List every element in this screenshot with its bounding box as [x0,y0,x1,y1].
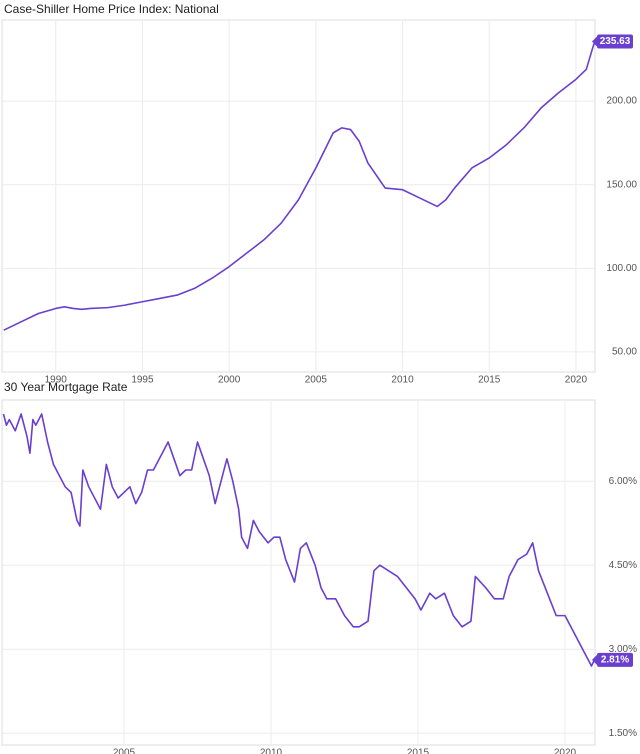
chart-title: 30 Year Mortgage Rate [4,380,128,394]
x-tick-label: 2005 [113,748,136,754]
x-tick-label: 2020 [565,375,588,386]
y-tick-label: 150.00 [606,179,637,190]
y-tick-label: 4.50% [609,560,637,571]
line-series [2,413,596,667]
x-tick-label: 2005 [305,375,328,386]
x-tick-label: 2020 [554,748,577,754]
last-value-label: 2.81% [601,655,629,666]
chart-title: Case-Shiller Home Price Index: National [4,2,219,16]
plot-frame [1,19,596,373]
y-tick-label: 1.50% [609,728,637,739]
y-tick-label: 6.00% [609,476,637,487]
x-tick-label: 2000 [218,375,241,386]
badge-pointer [592,36,597,47]
last-value-badge [597,652,633,667]
y-tick-label: 50.00 [612,347,637,358]
x-tick-label: 1995 [131,375,154,386]
x-tick-label: 1990 [45,375,68,386]
chart-panel: Case-Shiller Home Price Index: National 1… [1,2,637,386]
y-tick-label: 100.00 [606,263,637,274]
chart-panel: 30 Year Mortgage Rate 2005 2010 2015 2020 1.5… [1,380,637,754]
badge-pointer [592,654,597,665]
plot-frame [1,399,596,746]
x-tick-label: 2015 [407,748,430,754]
last-value-badge [597,34,633,49]
y-tick-label: 200.00 [606,96,637,107]
x-tick-label: 2015 [478,375,501,386]
x-tick-label: 2010 [391,375,414,386]
last-value-label: 235.63 [600,36,631,47]
y-tick-label: 3.00% [609,644,637,655]
line-series [3,41,596,331]
x-tick-label: 2010 [260,748,283,754]
